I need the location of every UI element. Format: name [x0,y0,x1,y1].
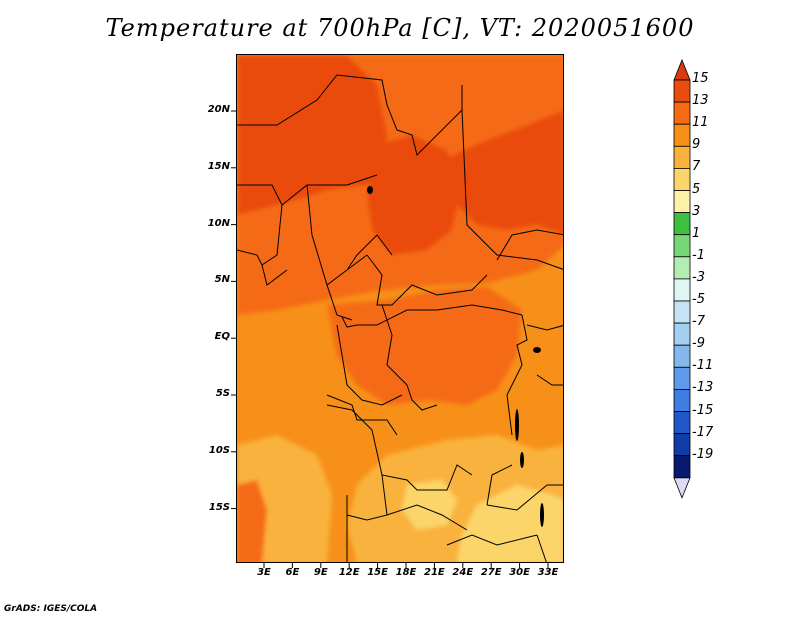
colorbar-segment [673,300,691,324]
colorbar-label: -19 [692,446,714,462]
contour-11-13-central [327,287,522,405]
latitude-label: 15S [208,501,230,513]
colorbar-label: 3 [692,203,701,219]
colorbar-label: -11 [692,358,714,374]
colorbar-segment [673,123,691,147]
colorbar-segment [673,344,691,368]
temperature-field [237,55,563,562]
longitude-label: 12E [338,567,360,578]
lakes [367,186,544,527]
contour-11-13-southwest [237,480,267,562]
colorbar-label: -17 [692,424,714,440]
colorbar-segment [673,256,691,280]
colorbar-segment [673,366,691,390]
colorbar-segment [673,168,691,191]
colorbar-label: -3 [692,269,705,285]
colorbar-segment [673,278,691,302]
latitude-label: 5S [215,388,230,399]
colorbar-segment [673,79,691,103]
colorbar-label: 7 [692,159,701,175]
latitude-label: EQ [214,331,230,343]
map-title: Temperature at 700hPa [C], VT: 202005160… [105,14,695,42]
country-borders [237,74,563,562]
colorbar-segment [673,234,691,258]
temperature-map [236,54,564,563]
colorbar [673,58,691,499]
colorbar-label: 9 [692,137,701,153]
longitude-label: 9E [313,567,328,578]
colorbar-bottom-arrow [673,477,691,499]
colorbar-label: -15 [692,402,714,418]
colorbar-segment [673,322,691,346]
contour-13-15-east [442,110,563,235]
colorbar-label: 1 [692,225,701,241]
latitude-label: 5N [214,274,230,286]
colorbar-segment [673,212,691,236]
longitude-label: 27E [480,567,502,578]
colorbar-segment [673,411,691,435]
colorbar-top-arrow [673,58,691,81]
longitude-label: 3E [257,567,271,578]
colorbar-label: -9 [692,336,705,352]
longitude-label: 15E [367,567,388,578]
contour-5-7-southeast [457,485,563,562]
colorbar-label: -1 [692,247,705,263]
colorbar-segment [673,101,691,125]
colorbar-segment [673,388,691,412]
colorbar-segment [673,433,691,457]
latitude-label: 20N [207,104,230,115]
latitude-label: 15N [207,160,230,172]
colorbar-segment [673,190,691,214]
colorbar-label: 13 [692,93,709,109]
longitude-label: 33E [537,567,559,578]
colorbar-label: -13 [692,380,714,396]
latitude-label: 10S [208,444,230,456]
latitude-label: 10N [207,217,230,229]
contour-13-15-chad [367,135,462,255]
colorbar-segment [673,145,691,169]
grads-credit: GrADS: IGES/COLA [4,604,98,614]
longitude-label: 24E [452,567,474,578]
contour-13-15-west [237,55,387,215]
colorbar-label: -5 [692,292,705,307]
colorbar-label: 5 [692,181,701,197]
longitude-label: 18E [395,567,417,578]
longitude-label: 30E [509,567,530,578]
colorbar-segment [673,455,691,479]
colorbar-label: 15 [692,71,709,86]
colorbar-label: 11 [692,115,709,131]
colorbar-label: -7 [692,314,705,330]
longitude-label: 21E [424,567,445,578]
contour-5-7-south-central [402,480,457,530]
longitude-label: 6E [285,567,300,578]
